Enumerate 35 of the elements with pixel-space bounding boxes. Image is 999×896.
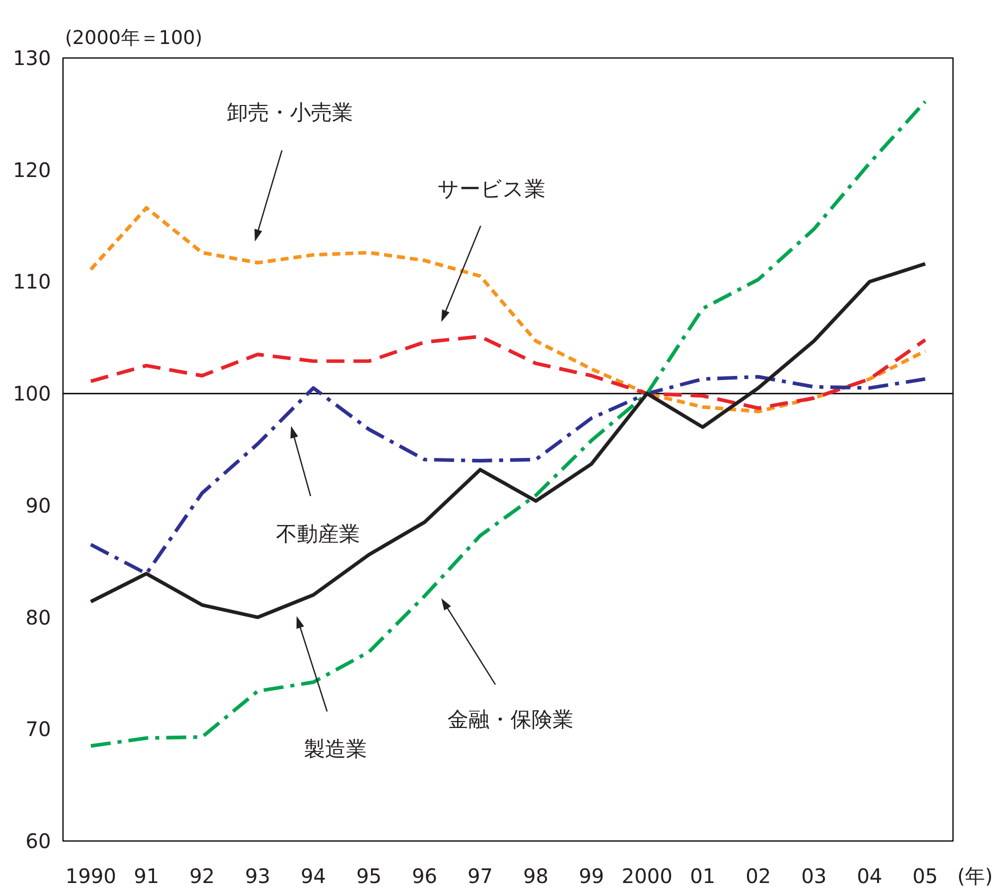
x-tick-label: 03	[801, 864, 827, 888]
x-tick-label: 99	[578, 864, 604, 888]
x-tick-label: 93	[244, 864, 270, 888]
y-tick-label: 100	[12, 382, 51, 406]
x-tick-label: 96	[412, 864, 438, 888]
x-tick-label: 01	[690, 864, 716, 888]
annotation: 金融・保険業	[447, 707, 574, 732]
x-tick-label: 02	[746, 864, 772, 888]
x-tick-label: 92	[189, 864, 215, 888]
y-tick-label: 60	[26, 829, 51, 853]
y-tick-label: 130	[12, 46, 51, 70]
x-tick-label: 05	[912, 864, 938, 888]
line-series	[89, 374, 927, 576]
y-tick-label: 120	[12, 158, 51, 182]
x-tick-label: 95	[356, 864, 382, 888]
x-axis-title: (年)	[957, 864, 993, 888]
y-tick-label: 70	[26, 717, 51, 742]
x-tick-label: 2000	[622, 864, 673, 888]
x-tick-label: 98	[523, 864, 549, 888]
x-tick-label: 97	[467, 864, 493, 888]
line-series	[89, 334, 927, 410]
y-tick-label: 80	[26, 605, 51, 630]
line-series	[89, 206, 927, 414]
x-tick-label: 04	[856, 864, 882, 888]
x-tick-label: 91	[134, 864, 160, 888]
line-series	[89, 262, 927, 620]
x-tick-label: 1990	[65, 864, 116, 888]
annotation: 不動産業	[276, 522, 360, 546]
y-tick-label: 110	[12, 270, 51, 294]
y-axis-title: (2000年＝100)	[65, 27, 202, 49]
y-tick-label: 90	[26, 493, 51, 518]
annotation: 製造業	[304, 737, 368, 762]
annotation: サービス業	[437, 176, 546, 201]
annotation: 卸売・小売業	[226, 100, 353, 124]
x-tick-label: 94	[300, 864, 326, 888]
